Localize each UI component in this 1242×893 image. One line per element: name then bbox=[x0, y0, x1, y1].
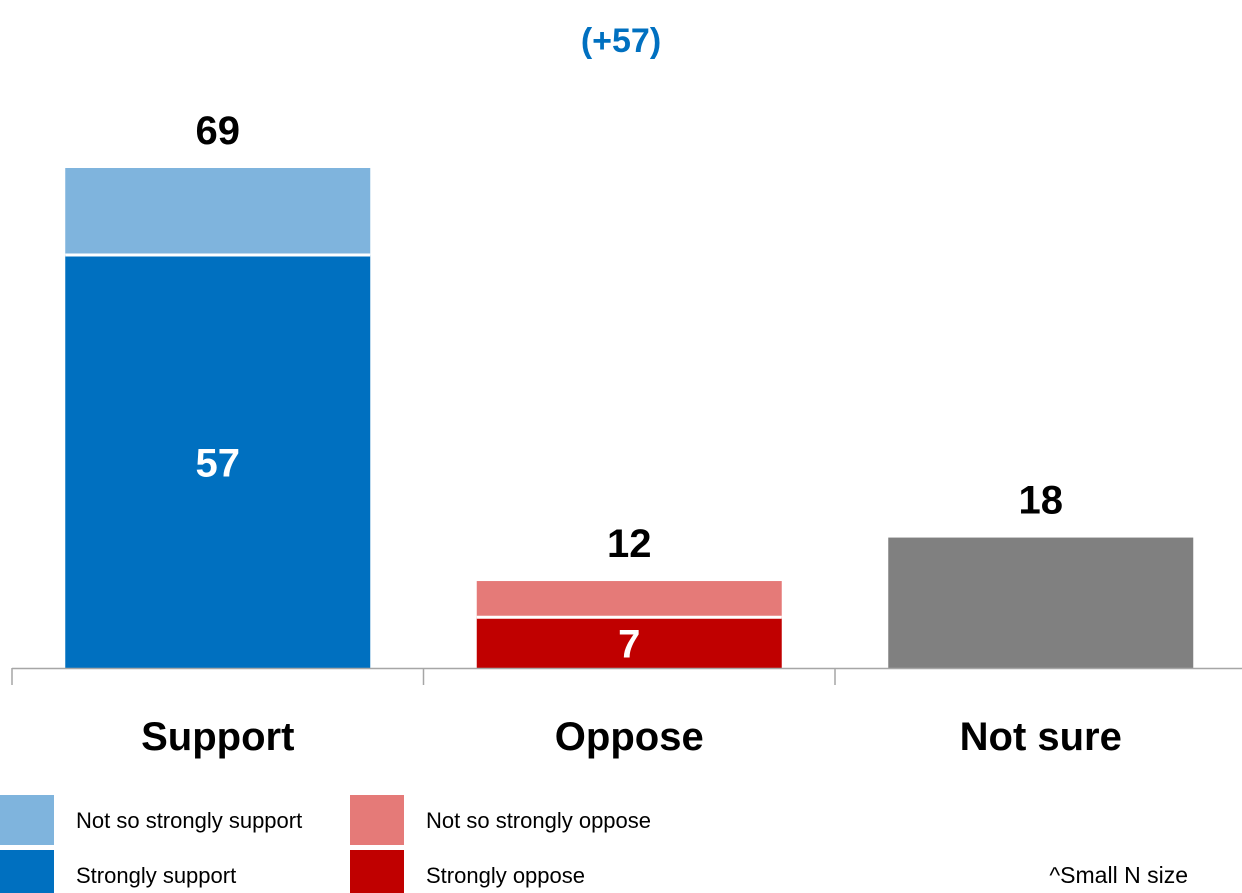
legend-label: Not so strongly oppose bbox=[426, 808, 651, 833]
net-label: (+57) bbox=[581, 22, 661, 60]
legend-label: Strongly support bbox=[76, 863, 236, 888]
legend-swatch bbox=[0, 795, 54, 845]
total-label-not-sure: 18 bbox=[1019, 479, 1064, 523]
bar-support-segment-1 bbox=[65, 168, 371, 255]
note-text: ^Small N size bbox=[1049, 862, 1188, 888]
category-label-oppose: Oppose bbox=[555, 715, 704, 759]
legend-swatch bbox=[350, 795, 404, 845]
legend-item: Strongly oppose bbox=[350, 850, 585, 893]
inner-label-support: 57 bbox=[196, 441, 241, 485]
x-axis bbox=[11, 667, 1242, 685]
legend-item: Strongly support bbox=[0, 850, 236, 893]
category-labels: Support Oppose Not sure bbox=[141, 715, 1122, 759]
bar-oppose-segment-2 bbox=[476, 617, 782, 668]
bar-not-sure-segment-4 bbox=[888, 537, 1194, 668]
data-labels: 69 12 18 57 7 bbox=[196, 109, 1064, 667]
legend-item: Not so strongly oppose bbox=[350, 795, 651, 845]
bar-support-segment-0 bbox=[65, 254, 371, 668]
total-label-support: 69 bbox=[196, 109, 241, 153]
bar-oppose-segment-3 bbox=[476, 581, 782, 618]
category-label-not-sure: Not sure bbox=[960, 715, 1122, 759]
legend-label: Strongly oppose bbox=[426, 863, 585, 888]
inner-label-oppose: 7 bbox=[618, 623, 640, 667]
bars bbox=[65, 168, 1194, 668]
legend-label: Not so strongly support bbox=[76, 808, 302, 833]
category-label-support: Support bbox=[141, 715, 294, 759]
legend-swatch bbox=[0, 850, 54, 893]
total-label-oppose: 12 bbox=[607, 522, 652, 566]
legend-swatch bbox=[350, 850, 404, 893]
legend: Not so strongly support Strongly support N… bbox=[0, 795, 651, 893]
legend-item: Not so strongly support bbox=[0, 795, 302, 845]
